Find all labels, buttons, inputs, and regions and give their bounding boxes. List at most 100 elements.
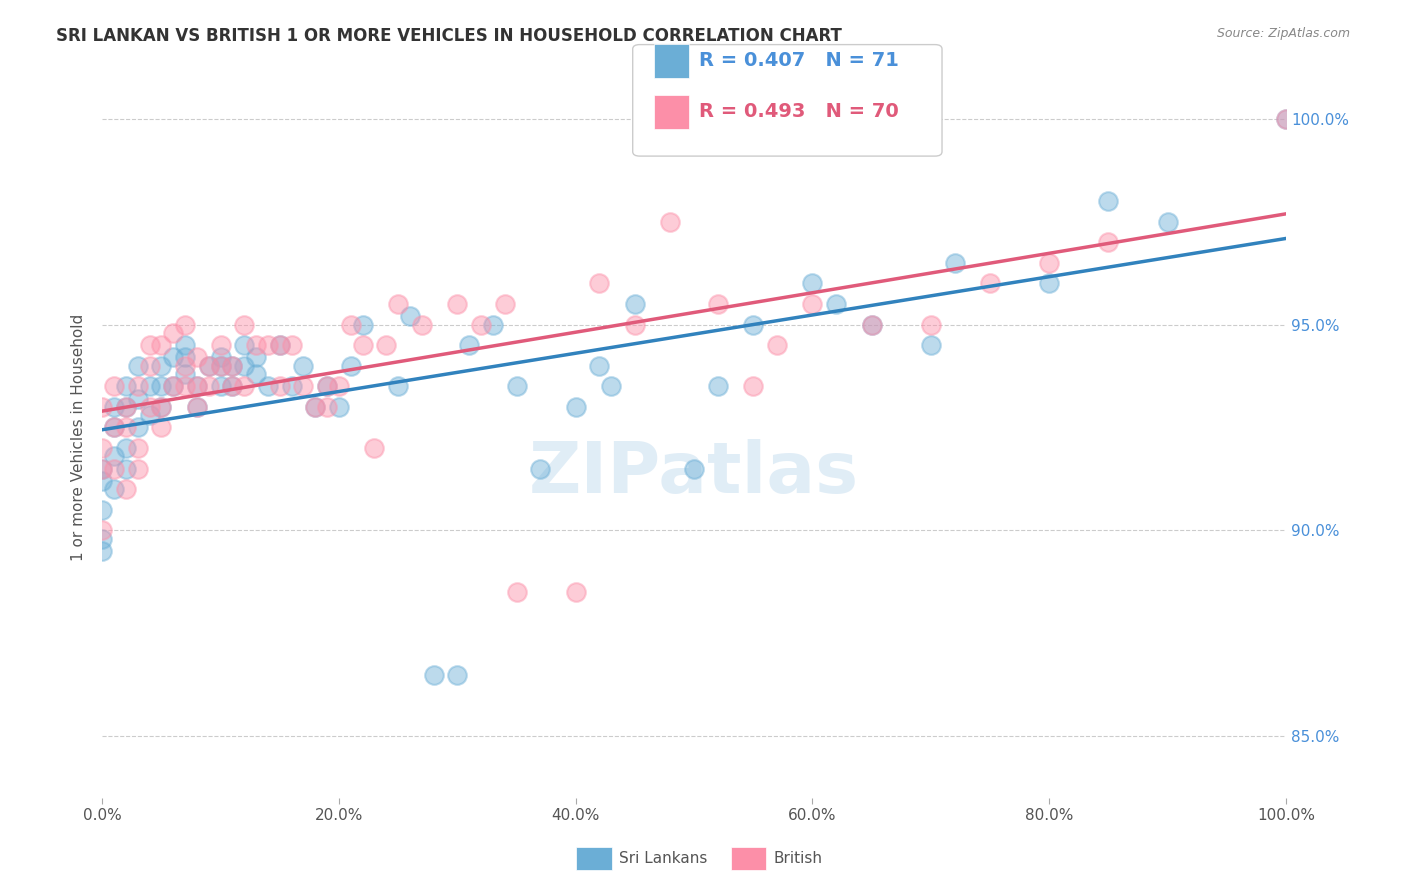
Point bbox=[1275, 112, 1298, 126]
Point bbox=[706, 379, 728, 393]
Point bbox=[209, 359, 232, 373]
Point bbox=[115, 400, 138, 414]
Point bbox=[280, 338, 302, 352]
Point bbox=[494, 297, 516, 311]
Point bbox=[624, 318, 647, 332]
Text: British: British bbox=[773, 851, 823, 865]
Point bbox=[174, 367, 197, 381]
Point bbox=[825, 297, 848, 311]
Point bbox=[564, 585, 586, 599]
Point bbox=[328, 379, 350, 393]
Point bbox=[292, 359, 315, 373]
Point bbox=[115, 400, 138, 414]
Text: Sri Lankans: Sri Lankans bbox=[619, 851, 707, 865]
Point bbox=[150, 338, 173, 352]
Point bbox=[245, 351, 267, 365]
Point bbox=[186, 400, 208, 414]
Point bbox=[245, 367, 267, 381]
Point bbox=[103, 379, 125, 393]
Point bbox=[174, 359, 197, 373]
Point bbox=[860, 318, 883, 332]
Point bbox=[221, 379, 243, 393]
Point bbox=[482, 318, 505, 332]
Point bbox=[458, 338, 481, 352]
Point bbox=[209, 379, 232, 393]
Point bbox=[150, 359, 173, 373]
Point bbox=[127, 441, 149, 455]
Point bbox=[91, 474, 114, 488]
Point bbox=[505, 379, 527, 393]
Point bbox=[162, 351, 184, 365]
Point bbox=[801, 297, 824, 311]
Point bbox=[221, 379, 243, 393]
Point bbox=[174, 318, 197, 332]
Point bbox=[186, 379, 208, 393]
Point bbox=[91, 524, 114, 538]
Point bbox=[209, 351, 232, 365]
Point bbox=[174, 338, 197, 352]
Point bbox=[138, 359, 160, 373]
Point bbox=[316, 379, 339, 393]
Point bbox=[304, 400, 326, 414]
Point bbox=[1038, 256, 1060, 270]
Point bbox=[174, 379, 197, 393]
Point bbox=[91, 544, 114, 558]
Point bbox=[340, 318, 363, 332]
Point bbox=[257, 379, 280, 393]
Point bbox=[115, 482, 138, 496]
Point bbox=[174, 351, 197, 365]
Point bbox=[316, 379, 339, 393]
Point bbox=[340, 359, 363, 373]
Point bbox=[197, 359, 219, 373]
Point bbox=[269, 379, 291, 393]
Point bbox=[162, 379, 184, 393]
Point bbox=[115, 461, 138, 475]
Point bbox=[1275, 112, 1298, 126]
Point bbox=[186, 379, 208, 393]
Point bbox=[766, 338, 789, 352]
Point bbox=[127, 420, 149, 434]
Point bbox=[624, 297, 647, 311]
Point bbox=[138, 400, 160, 414]
Point bbox=[221, 359, 243, 373]
Point bbox=[316, 400, 339, 414]
Point bbox=[233, 318, 256, 332]
Point bbox=[920, 338, 942, 352]
Point bbox=[91, 400, 114, 414]
Point bbox=[1156, 214, 1178, 228]
Point bbox=[209, 338, 232, 352]
Point bbox=[588, 277, 610, 291]
Point bbox=[197, 379, 219, 393]
Point bbox=[138, 408, 160, 422]
Point bbox=[683, 112, 706, 126]
Point bbox=[138, 379, 160, 393]
Point bbox=[233, 379, 256, 393]
Point bbox=[103, 420, 125, 434]
Text: Source: ZipAtlas.com: Source: ZipAtlas.com bbox=[1216, 27, 1350, 40]
Point bbox=[422, 667, 444, 681]
Point bbox=[127, 461, 149, 475]
Point bbox=[411, 318, 433, 332]
Point bbox=[150, 400, 173, 414]
Point bbox=[127, 359, 149, 373]
Point bbox=[186, 400, 208, 414]
Point bbox=[115, 379, 138, 393]
Point bbox=[564, 400, 586, 414]
Text: R = 0.493   N = 70: R = 0.493 N = 70 bbox=[699, 102, 898, 121]
Y-axis label: 1 or more Vehicles in Household: 1 or more Vehicles in Household bbox=[72, 314, 86, 561]
Point bbox=[683, 461, 706, 475]
Point bbox=[197, 359, 219, 373]
Point bbox=[186, 351, 208, 365]
Point bbox=[233, 359, 256, 373]
Point bbox=[1097, 194, 1119, 208]
Point bbox=[245, 338, 267, 352]
Point bbox=[742, 379, 765, 393]
Point bbox=[115, 441, 138, 455]
Point bbox=[659, 214, 682, 228]
Text: SRI LANKAN VS BRITISH 1 OR MORE VEHICLES IN HOUSEHOLD CORRELATION CHART: SRI LANKAN VS BRITISH 1 OR MORE VEHICLES… bbox=[56, 27, 842, 45]
Point bbox=[600, 379, 623, 393]
Point bbox=[387, 297, 409, 311]
Point bbox=[150, 379, 173, 393]
Point bbox=[742, 318, 765, 332]
Point bbox=[162, 379, 184, 393]
